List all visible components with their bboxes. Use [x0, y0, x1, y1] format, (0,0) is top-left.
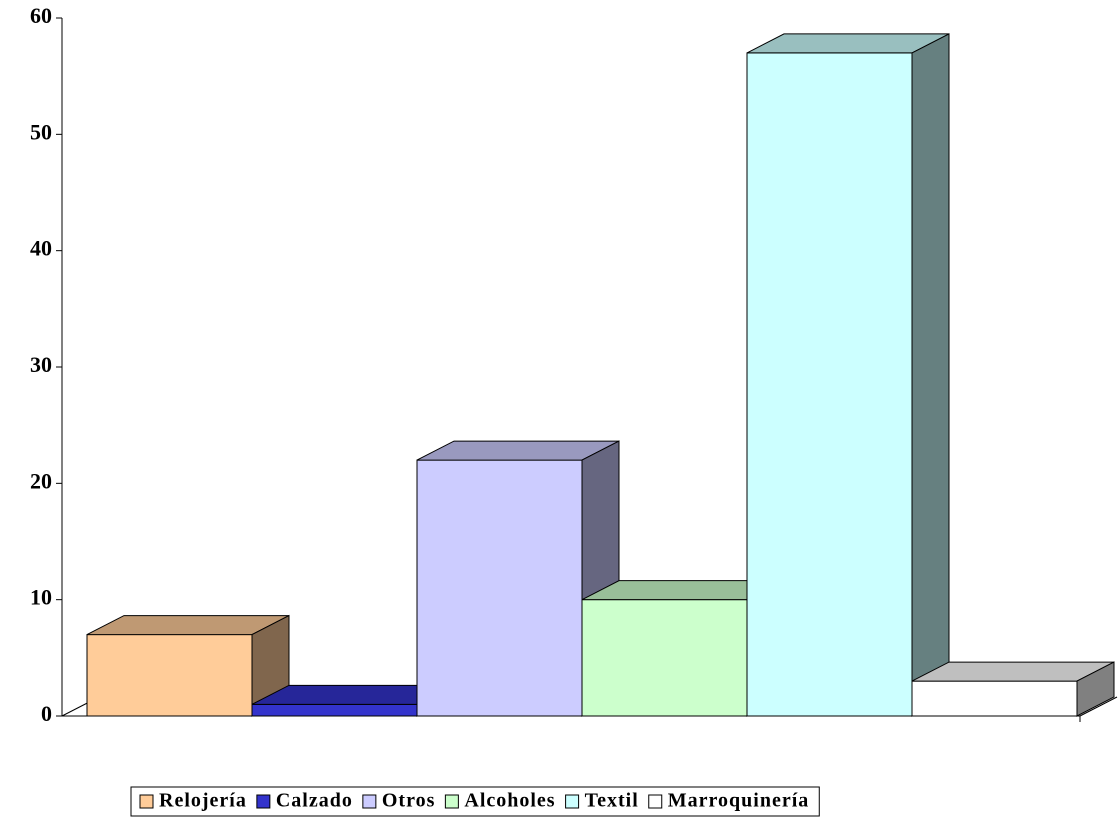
y-tick-label: 50: [30, 119, 52, 144]
bar: [746, 52, 913, 717]
bar: [911, 680, 1078, 717]
y-tick-label: 30: [30, 352, 52, 377]
bar: [581, 599, 748, 717]
legend: [130, 786, 820, 817]
y-tick-label: 0: [41, 701, 52, 726]
legend-label: Relojería: [159, 790, 247, 812]
bar: [251, 703, 418, 717]
legend-swatch: [256, 794, 271, 809]
bar: [86, 634, 253, 717]
y-tick-label: 60: [30, 3, 52, 28]
legend-swatch: [362, 794, 377, 809]
bar-side: [911, 33, 950, 717]
bar-side: [1076, 661, 1115, 717]
legend-label: Marroquinería: [668, 790, 810, 812]
y-tick-label: 10: [30, 585, 52, 610]
legend-label: Alcoholes: [464, 790, 555, 812]
y-tick-label: 20: [30, 468, 52, 493]
legend-swatch: [648, 794, 663, 809]
floor-edge: [1079, 696, 1118, 717]
bar: [416, 459, 583, 717]
legend-label: Textil: [585, 790, 639, 812]
legend-swatch: [565, 794, 580, 809]
legend-label: Calzado: [276, 790, 353, 812]
legend-swatch: [139, 794, 154, 809]
legend-swatch: [444, 794, 459, 809]
y-tick-label: 40: [30, 236, 52, 261]
legend-label: Otros: [382, 790, 436, 812]
